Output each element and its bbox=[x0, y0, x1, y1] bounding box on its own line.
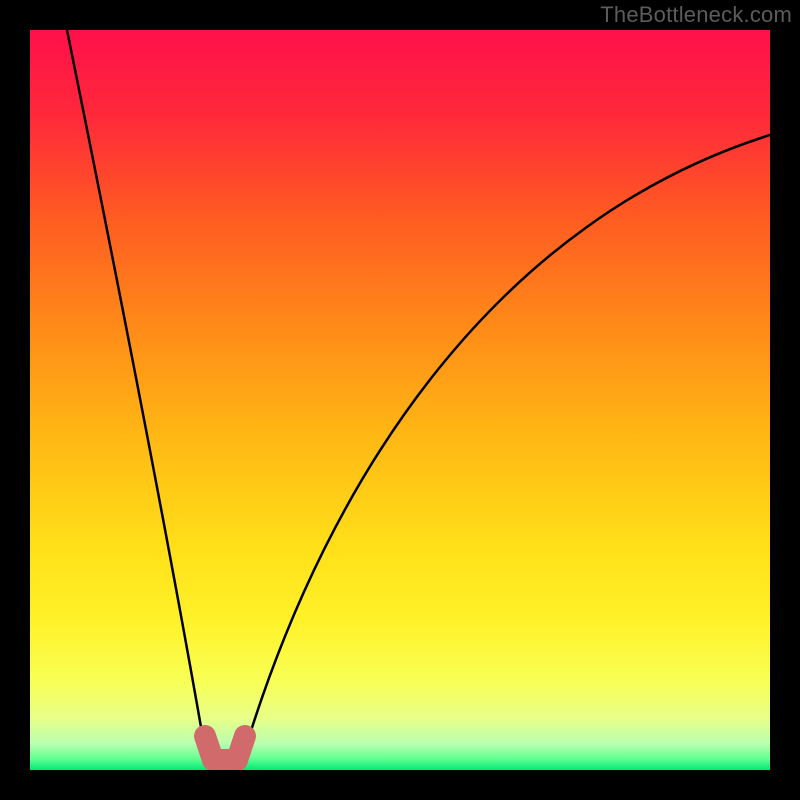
gradient-background bbox=[30, 30, 770, 770]
plot-area bbox=[30, 30, 770, 770]
watermark-text: TheBottleneck.com bbox=[600, 2, 792, 28]
chart-container: TheBottleneck.com bbox=[0, 0, 800, 800]
